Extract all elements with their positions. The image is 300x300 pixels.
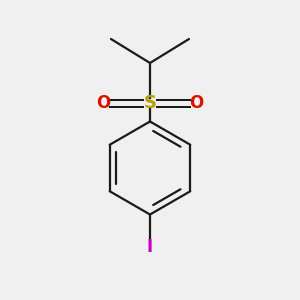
Text: O: O [96,94,111,112]
Text: O: O [189,94,204,112]
Text: S: S [143,94,157,112]
Text: I: I [147,238,153,256]
